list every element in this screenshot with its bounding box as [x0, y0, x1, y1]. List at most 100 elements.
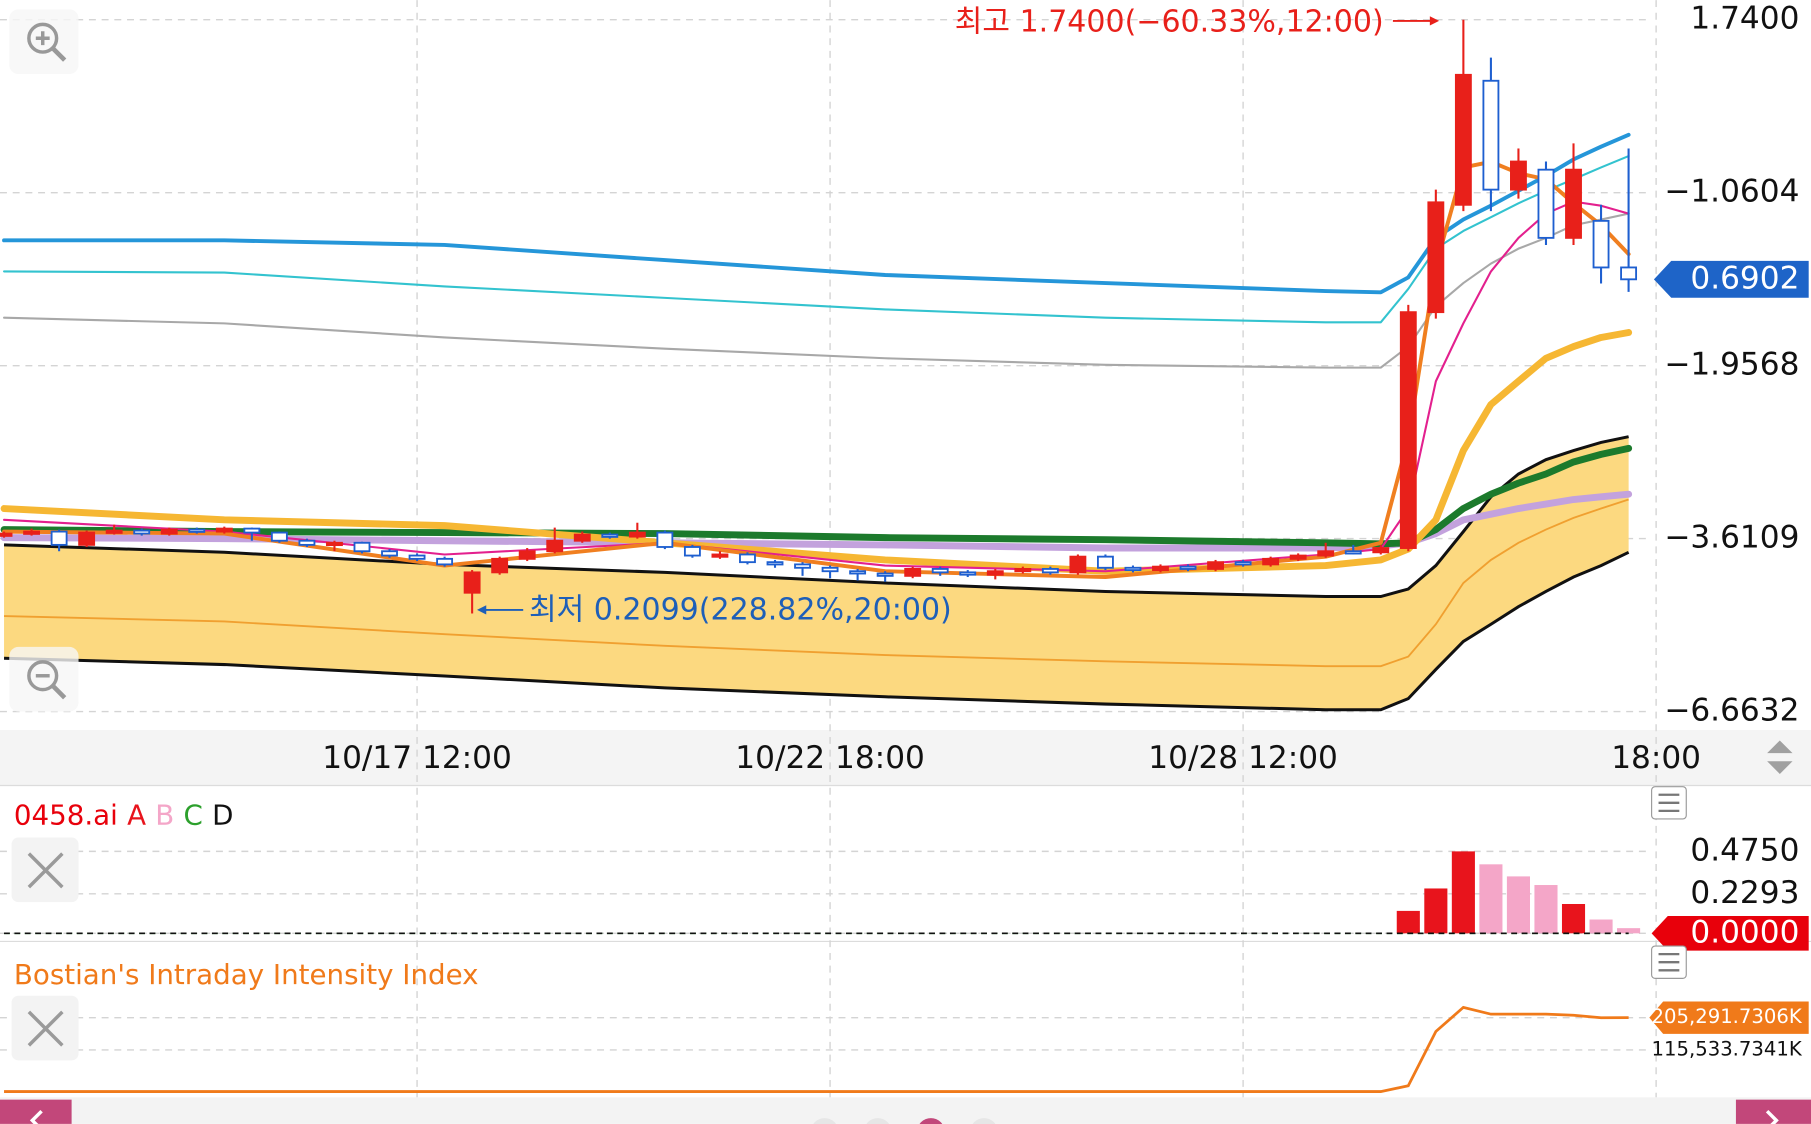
current-value-box — [1651, 915, 1809, 951]
candle-body — [601, 533, 619, 538]
zoom-out-handle[interactable] — [51, 684, 67, 700]
zoom-in[interactable] — [9, 9, 79, 75]
candle-body — [1014, 568, 1032, 573]
nav-next[interactable] — [1735, 1099, 1811, 1124]
candle-body — [436, 557, 454, 566]
x-tick-label: 10/28 12:00 — [1148, 740, 1338, 776]
candle-body — [353, 541, 371, 553]
candle-body — [1510, 160, 1527, 191]
candle-body — [326, 541, 343, 547]
legend-entry: B — [155, 799, 174, 832]
nav-prev-bg[interactable] — [0, 1099, 72, 1124]
x-tick-label: 10/22 18:00 — [735, 740, 925, 776]
candle-body — [1262, 557, 1280, 566]
candle-body — [931, 568, 949, 574]
moving-average — [2, 132, 1631, 295]
candle-body — [381, 550, 398, 557]
candle-body — [270, 531, 288, 542]
close-panel-1[interactable] — [11, 837, 79, 903]
indicator-panels: 0458.ai A B C D Bostian's Intraday Intensity … — [4, 799, 1641, 1093]
y-tick-label: 115,533.7341K — [1652, 1037, 1803, 1060]
menu-panel-2[interactable] — [1651, 945, 1687, 979]
scroll-arrows[interactable] — [1767, 740, 1793, 774]
candle-body — [463, 571, 481, 594]
candle-body — [1069, 555, 1087, 574]
page-dot[interactable] — [917, 1118, 945, 1124]
y-tick-label: 1.7400 — [1690, 1, 1799, 37]
histogram-bar — [1534, 885, 1558, 934]
zoom-out-lens[interactable] — [27, 660, 59, 692]
candle-body — [573, 533, 591, 542]
y-tick-label: −1.9568 — [1664, 347, 1799, 383]
x-axis-strip — [0, 730, 1811, 786]
candle-body — [1344, 550, 1362, 555]
y-tick-label: −6.6632 — [1664, 693, 1799, 729]
histogram-bar — [1424, 888, 1448, 934]
y-tick-label: 0.4750 — [1690, 832, 1799, 868]
candle-body — [133, 529, 151, 535]
candle-body — [243, 527, 261, 534]
close-x[interactable] — [27, 852, 64, 889]
panel-title: Bostian's Intraday Intensity Index — [14, 958, 479, 991]
legend-entry: A — [127, 799, 146, 832]
candle-body — [1207, 561, 1224, 570]
candle-body — [215, 527, 233, 533]
y-tick-label: 0.0000 — [1690, 914, 1799, 950]
axes: 1.7400 −1.0604 −1.9568 −3.6109 −6.6632 10/17 … — [322, 1, 1809, 1060]
zoom-in-lens[interactable] — [27, 22, 59, 54]
candle-body — [1096, 555, 1114, 569]
close-panel-2[interactable] — [11, 995, 79, 1061]
high-arrowhead — [1429, 16, 1440, 26]
menu-lines[interactable] — [1658, 793, 1680, 813]
candle-body — [1179, 565, 1197, 570]
zoom-out[interactable] — [9, 646, 79, 712]
zoom-in-plus[interactable] — [35, 31, 50, 46]
nav-next-bg[interactable] — [1735, 1099, 1811, 1124]
bottom-bar — [0, 1097, 1811, 1124]
candle-body — [876, 572, 894, 577]
y-tick-label: 205,291.7306K — [1652, 1005, 1803, 1028]
zoom-in-handle[interactable] — [51, 46, 67, 62]
page-dot[interactable] — [970, 1118, 998, 1124]
menu-lines[interactable] — [1658, 952, 1680, 972]
candle-body — [0, 532, 13, 537]
candle-body — [683, 546, 701, 557]
histogram-bar — [1479, 864, 1503, 934]
histogram-bar — [1589, 919, 1613, 934]
candle-body — [1620, 266, 1638, 281]
candle-body — [1317, 550, 1335, 557]
candle-body — [821, 566, 839, 573]
current-value-box — [1649, 1001, 1809, 1034]
band-fill — [4, 436, 1629, 710]
panel-title: 0458.ai — [14, 799, 118, 832]
candle-body — [849, 570, 867, 575]
candle-body — [105, 529, 123, 534]
menu-panel-1[interactable] — [1651, 786, 1687, 820]
close-x[interactable] — [27, 1010, 64, 1047]
band-upper — [3, 435, 1629, 599]
band-middle — [4, 498, 1629, 668]
candle-body — [711, 553, 729, 558]
candle-body — [78, 531, 96, 546]
histogram-bar — [1506, 876, 1530, 934]
page-dot[interactable] — [811, 1118, 839, 1124]
low-arrowhead — [477, 605, 487, 615]
band — [3, 435, 1630, 712]
y-tick-label: −3.6109 — [1664, 520, 1799, 556]
candle-body — [1124, 566, 1142, 572]
nav-next-chevron[interactable] — [1765, 1109, 1779, 1124]
candle-body — [1041, 568, 1059, 574]
page-dot[interactable] — [864, 1118, 892, 1124]
candle-body — [959, 571, 977, 576]
nav-prev-chevron[interactable] — [29, 1109, 43, 1124]
candle-body — [1234, 561, 1252, 566]
candle-body — [23, 530, 41, 535]
scroll-bg[interactable] — [1757, 734, 1805, 781]
nav-prev[interactable] — [0, 1099, 72, 1124]
candle-body — [1399, 311, 1417, 549]
zoom-out-bg[interactable] — [9, 646, 79, 712]
scroll-toggle[interactable] — [1757, 734, 1805, 781]
candle-body — [1289, 554, 1307, 560]
candle-body — [739, 553, 756, 564]
